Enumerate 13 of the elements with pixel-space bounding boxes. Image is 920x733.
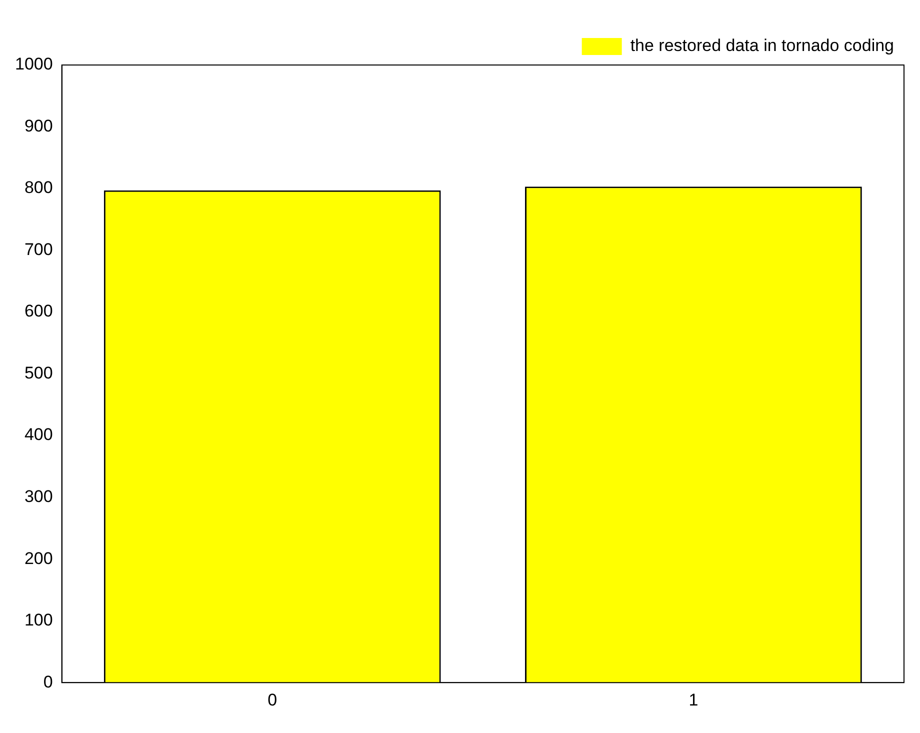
y-tick-label: 500: [24, 363, 53, 382]
y-tick-label: 0: [43, 672, 53, 692]
y-tick-label: 400: [24, 425, 53, 444]
legend-label: the restored data in tornado coding: [630, 36, 894, 56]
y-tick-label: 800: [24, 178, 53, 198]
x-tick-label: 1: [688, 690, 698, 710]
y-tick-label: 600: [24, 302, 53, 321]
y-tick-label: 1000: [14, 54, 53, 74]
y-tick-label: 700: [24, 240, 53, 259]
y-tick-label: 100: [24, 610, 53, 630]
y-tick-label: 300: [24, 487, 53, 506]
y-tick-label: 200: [24, 548, 53, 568]
y-tick-label: 900: [24, 116, 53, 136]
